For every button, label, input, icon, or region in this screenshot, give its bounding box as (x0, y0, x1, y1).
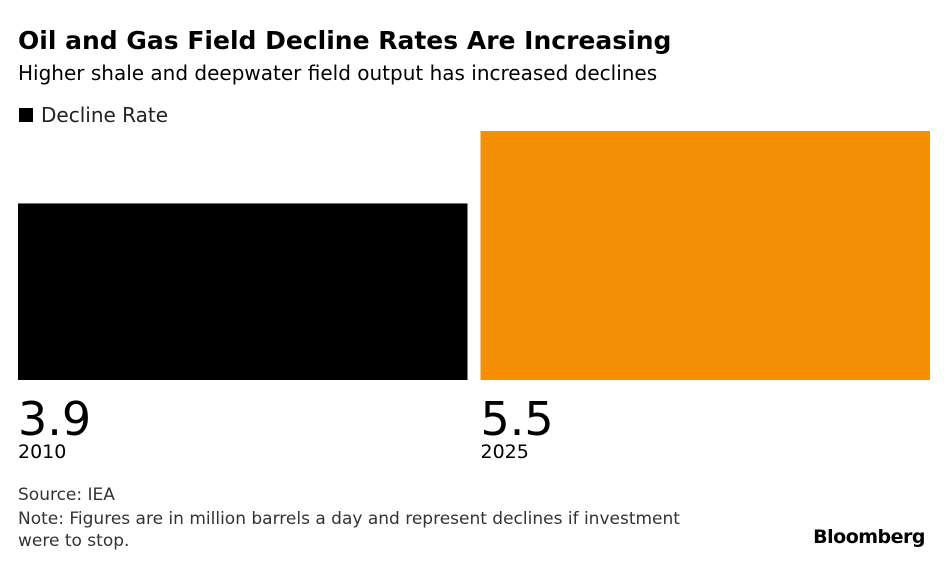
source-note: Source: IEA (18, 485, 115, 505)
category-label-2025: 2025 (481, 441, 529, 463)
legend-label: Decline Rate (41, 103, 169, 127)
chart-subtitle: Higher shale and deepwater field output … (18, 61, 658, 85)
value-label-2025: 5.5 (481, 392, 554, 446)
bloomberg-logo: Bloomberg (813, 526, 925, 548)
legend: Decline Rate (19, 102, 168, 128)
category-label-2010: 2010 (18, 441, 66, 463)
bar-2025 (480, 131, 930, 380)
bar-2010 (18, 203, 468, 380)
footnote: Note: Figures are in million barrels a d… (18, 509, 680, 551)
chart-title: Oil and Gas Field Decline Rates Are Incr… (18, 26, 672, 55)
value-label-2010: 3.9 (18, 392, 91, 446)
legend-swatch (19, 108, 33, 122)
